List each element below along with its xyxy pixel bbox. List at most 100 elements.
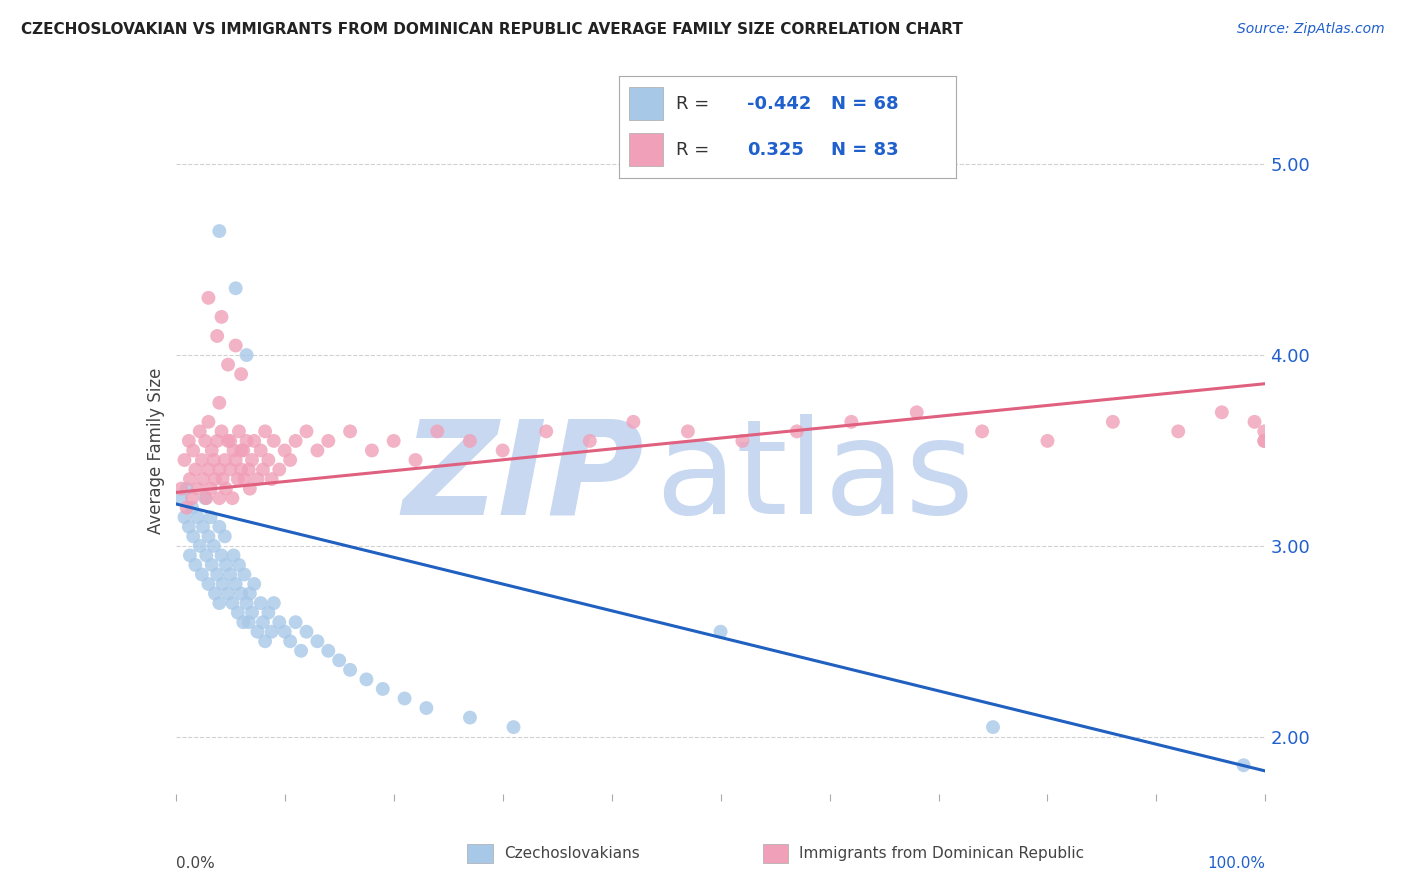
Text: 0.325: 0.325 (747, 141, 804, 159)
Point (231, 586, 253, 600)
Point (222, 549, 245, 563)
Point (194, 491, 217, 505)
Point (1253, 434, 1275, 448)
Point (219, 462, 242, 476)
Point (246, 624, 269, 639)
FancyBboxPatch shape (628, 87, 662, 120)
Point (211, 425, 233, 439)
Point (284, 615, 307, 629)
Text: N = 68: N = 68 (831, 95, 898, 112)
Point (502, 720, 524, 734)
Point (260, 472, 283, 486)
Point (173, 453, 195, 467)
Point (211, 472, 233, 486)
Point (194, 434, 217, 448)
Point (225, 577, 247, 591)
Point (200, 482, 222, 496)
Point (233, 567, 256, 582)
Point (217, 358, 239, 372)
Point (295, 624, 318, 639)
Point (307, 443, 329, 458)
Point (328, 653, 350, 667)
Point (195, 491, 218, 505)
Text: Czechoslovakians: Czechoslovakians (503, 847, 640, 861)
Text: N = 83: N = 83 (831, 141, 898, 159)
Point (181, 529, 204, 543)
Point (260, 624, 283, 639)
Point (238, 615, 260, 629)
Text: R =: R = (676, 95, 709, 112)
Point (177, 520, 200, 534)
Point (394, 691, 416, 706)
Point (202, 453, 225, 467)
Point (238, 462, 260, 476)
Text: ZIP: ZIP (402, 415, 644, 541)
Point (202, 539, 225, 553)
Point (186, 482, 209, 496)
Point (254, 425, 277, 439)
Point (208, 491, 231, 505)
Point (181, 491, 204, 505)
Point (170, 491, 193, 505)
Point (211, 577, 233, 591)
Point (318, 644, 340, 658)
Point (176, 500, 198, 515)
Point (269, 615, 291, 629)
Point (252, 462, 274, 476)
Point (214, 453, 236, 467)
Point (188, 539, 211, 553)
Point (1036, 434, 1059, 448)
Text: 100.0%: 100.0% (1208, 856, 1265, 871)
Point (201, 443, 224, 458)
Point (188, 425, 211, 439)
Point (339, 663, 361, 677)
Y-axis label: Average Family Size: Average Family Size (146, 368, 165, 533)
Text: -0.442: -0.442 (747, 95, 811, 112)
Point (621, 415, 644, 429)
Point (177, 434, 200, 448)
Point (246, 472, 269, 486)
Point (405, 453, 427, 467)
Point (1253, 425, 1275, 439)
Point (981, 720, 1004, 734)
Point (786, 425, 808, 439)
Point (307, 634, 329, 648)
Point (197, 577, 219, 591)
Point (200, 510, 222, 524)
Point (201, 558, 224, 572)
Point (243, 577, 266, 591)
FancyBboxPatch shape (628, 133, 662, 166)
Text: R =: R = (676, 141, 709, 159)
Point (197, 462, 219, 476)
Point (1167, 425, 1189, 439)
Point (226, 606, 249, 620)
Point (208, 396, 231, 410)
Point (217, 434, 239, 448)
Text: CZECHOSLOVAKIAN VS IMMIGRANTS FROM DOMINICAN REPUBLIC AVERAGE FAMILY SIZE CORREL: CZECHOSLOVAKIAN VS IMMIGRANTS FROM DOMIN… (21, 22, 963, 37)
Point (222, 443, 245, 458)
Point (249, 596, 271, 610)
Point (197, 415, 219, 429)
Point (905, 405, 928, 419)
Point (257, 453, 280, 467)
Point (710, 624, 733, 639)
Point (215, 558, 238, 572)
Point (318, 434, 340, 448)
Point (228, 558, 250, 572)
Point (1253, 434, 1275, 448)
Point (1232, 758, 1256, 772)
Point (240, 453, 263, 467)
Point (1243, 415, 1265, 429)
Point (1102, 415, 1125, 429)
Point (225, 281, 247, 295)
Point (356, 673, 378, 687)
Point (204, 586, 226, 600)
Point (295, 425, 318, 439)
Point (231, 367, 253, 381)
Point (208, 224, 231, 238)
Point (208, 520, 231, 534)
Point (191, 472, 214, 486)
Point (226, 472, 249, 486)
Point (269, 462, 291, 476)
Point (239, 482, 262, 496)
